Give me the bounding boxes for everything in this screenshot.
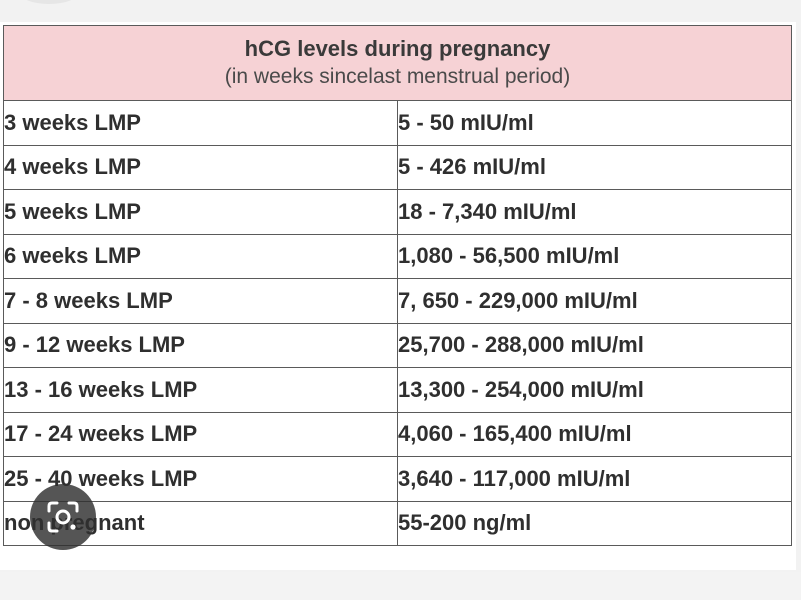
top-edge-shape [18,0,80,4]
period-cell: 17 - 24 weeks LMP [3,411,398,457]
period-cell: 6 weeks LMP [3,233,398,279]
period-cell: 4 weeks LMP [3,144,398,190]
lens-search-button[interactable] [30,484,96,550]
level-cell: 3,640 - 117,000 mIU/ml [397,456,792,502]
table-row: 7 - 8 weeks LMP 7, 650 - 229,000 mIU/ml [3,278,792,324]
table-row: non pregnant 55-200 ng/ml [3,500,792,546]
period-cell: 5 weeks LMP [3,189,398,235]
table-row: 3 weeks LMP 5 - 50 mIU/ml [3,100,792,146]
table-row: 13 - 16 weeks LMP 13,300 - 254,000 mIU/m… [3,367,792,413]
period-cell: 3 weeks LMP [3,100,398,146]
level-cell: 13,300 - 254,000 mIU/ml [397,367,792,413]
level-cell: 5 - 50 mIU/ml [397,100,792,146]
table-row: 9 - 12 weeks LMP 25,700 - 288,000 mIU/ml [3,322,792,368]
level-cell: 4,060 - 165,400 mIU/ml [397,411,792,457]
period-cell: 9 - 12 weeks LMP [3,322,398,368]
table-header-row: hCG levels during pregnancy (in weeks si… [3,25,792,101]
hcg-levels-table: hCG levels during pregnancy (in weeks si… [3,25,792,546]
level-cell: 5 - 426 mIU/ml [397,144,792,190]
document-sheet: hCG levels during pregnancy (in weeks si… [0,22,796,570]
table-row: 6 weeks LMP 1,080 - 56,500 mIU/ml [3,233,792,279]
table-row: 25 - 40 weeks LMP 3,640 - 117,000 mIU/ml [3,456,792,502]
period-cell: 13 - 16 weeks LMP [3,367,398,413]
table-row: 4 weeks LMP 5 - 426 mIU/ml [3,144,792,190]
bottom-margin [0,572,801,600]
level-cell: 1,080 - 56,500 mIU/ml [397,233,792,279]
table-title: hCG levels during pregnancy [244,36,551,61]
table-row: 17 - 24 weeks LMP 4,060 - 165,400 mIU/ml [3,411,792,457]
level-cell: 7, 650 - 229,000 mIU/ml [397,278,792,324]
period-cell: 7 - 8 weeks LMP [3,278,398,324]
table-row: 5 weeks LMP 18 - 7,340 mIU/ml [3,189,792,235]
level-cell: 18 - 7,340 mIU/ml [397,189,792,235]
level-cell: 25,700 - 288,000 mIU/ml [397,322,792,368]
table-header: hCG levels during pregnancy (in weeks si… [3,25,792,101]
table-subtitle: (in weeks sincelast menstrual period) [224,65,571,88]
level-cell: 55-200 ng/ml [397,500,792,546]
lens-search-icon [47,501,79,533]
